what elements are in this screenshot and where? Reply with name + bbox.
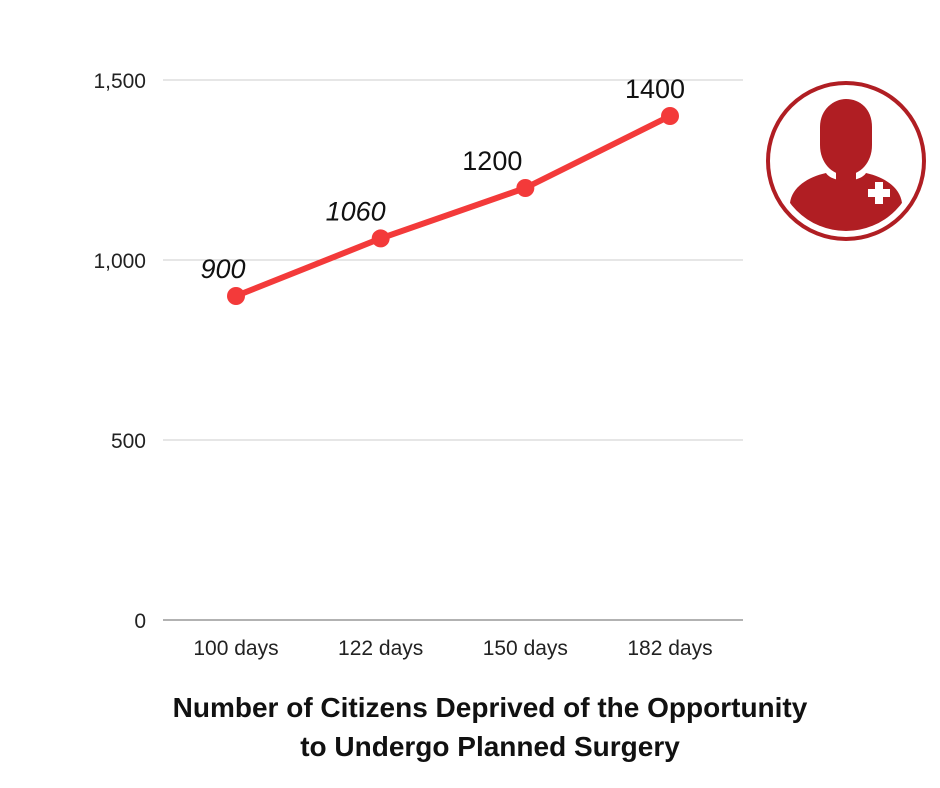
- data-label: 1060: [326, 196, 386, 226]
- grid-lines: [163, 79, 743, 621]
- data-point: [516, 179, 535, 197]
- x-tick-label: 182 days: [627, 637, 712, 660]
- data-label: 900: [200, 254, 245, 284]
- data-point: [371, 229, 390, 248]
- chart-title-line-2: to Undergo Planned Surgery: [300, 731, 680, 762]
- y-tick-label: 0: [134, 610, 146, 633]
- doctor-avatar-icon: [766, 81, 926, 241]
- series-line-path: [233, 113, 673, 299]
- data-point: [661, 107, 679, 125]
- y-tick-label: 1,000: [93, 250, 146, 273]
- data-label: 1200: [462, 146, 522, 176]
- x-axis-ticks: 100 days 122 days 150 days 182 days: [193, 637, 712, 660]
- data-label: 1400: [625, 74, 685, 104]
- x-tick-label: 100 days: [193, 637, 278, 660]
- medical-cross-icon: [868, 182, 890, 204]
- x-tick-label: 122 days: [338, 637, 423, 660]
- y-tick-label: 1,500: [93, 70, 146, 93]
- y-tick-label: 500: [111, 430, 146, 453]
- y-axis-ticks: 0 500 1,000 1,500: [93, 70, 146, 633]
- chart-title-line-1: Number of Citizens Deprived of the Oppor…: [172, 692, 808, 723]
- data-labels: 900 1060 1200 1400: [200, 74, 685, 284]
- series-line: [227, 107, 679, 305]
- data-point: [227, 287, 245, 305]
- x-tick-label: 150 days: [483, 637, 568, 660]
